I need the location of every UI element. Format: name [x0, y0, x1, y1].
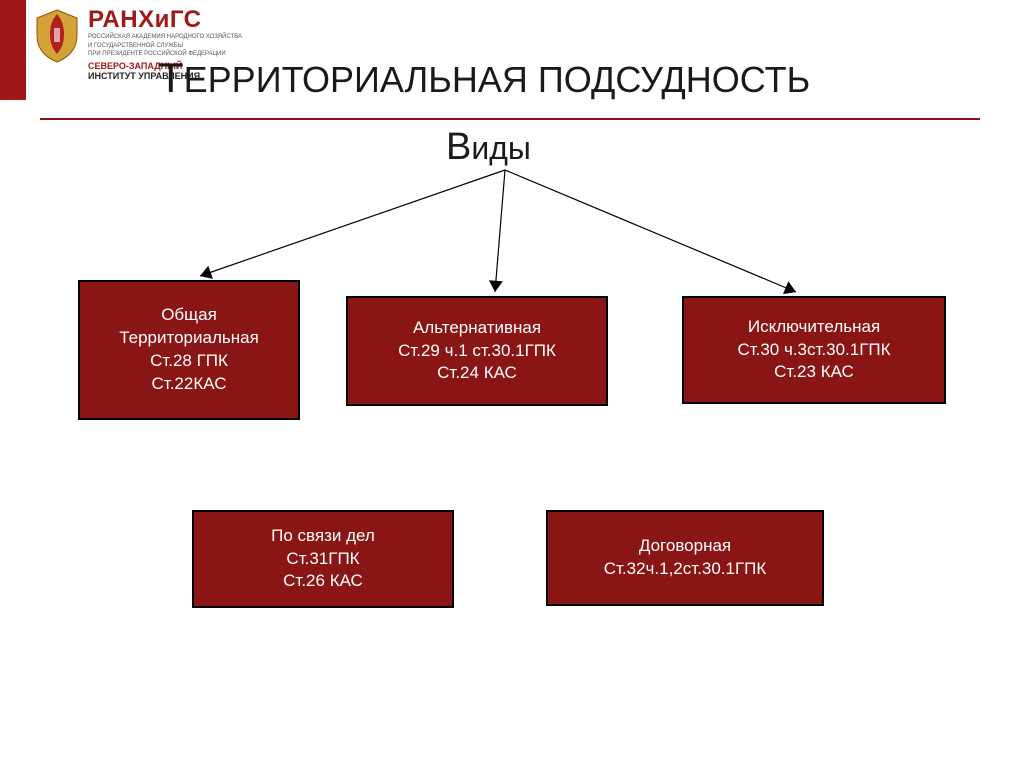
node-line: Ст.22КАС — [152, 373, 227, 396]
node-line: По связи дел — [271, 525, 375, 548]
node-line: Ст.29 ч.1 ст.30.1ГПК — [398, 340, 556, 363]
node-line: Договорная — [639, 535, 731, 558]
node-line: Исключительная — [748, 316, 880, 339]
node-line: Ст.31ГПК — [286, 548, 359, 571]
slide-title: ТЕРРИТОРИАЛЬНАЯ ПОДСУДНОСТЬ — [158, 54, 810, 102]
node-line: Ст.23 КАС — [774, 361, 854, 384]
node-contractual: Договорная Ст.32ч.1,2ст.30.1ГПК — [546, 510, 824, 606]
node-line: Ст.28 ГПК — [150, 350, 228, 373]
node-line: Ст.32ч.1,2ст.30.1ГПК — [604, 558, 767, 581]
node-exclusive: Исключительная Ст.30 ч.3ст.30.1ГПК Ст.23… — [682, 296, 946, 404]
diagram-root-label: Виды — [446, 126, 531, 169]
node-line: Общая — [161, 304, 217, 327]
node-connected-cases: По связи дел Ст.31ГПК Ст.26 КАС — [192, 510, 454, 608]
node-line: Альтернативная — [413, 317, 541, 340]
logo-subtext-2: И ГОСУДАРСТВЕННОЙ СЛУЖБЫ — [88, 43, 242, 50]
title-underline — [40, 118, 980, 120]
node-line: Ст.26 КАС — [283, 570, 363, 593]
logo-main-text: РАНХиГС — [88, 8, 242, 32]
emblem-icon — [32, 8, 82, 64]
node-line: Территориальная — [119, 327, 259, 350]
node-general: Общая Территориальная Ст.28 ГПК Ст.22КАС — [78, 280, 300, 420]
node-alternative: Альтернативная Ст.29 ч.1 ст.30.1ГПК Ст.2… — [346, 296, 608, 406]
logo-subtext-1: РОССИЙСКАЯ АКАДЕМИЯ НАРОДНОГО ХОЗЯЙСТВА — [88, 34, 242, 41]
brand-accent-bar — [0, 0, 26, 100]
node-line: Ст.30 ч.3ст.30.1ГПК — [737, 339, 890, 362]
node-line: Ст.24 КАС — [437, 362, 517, 385]
